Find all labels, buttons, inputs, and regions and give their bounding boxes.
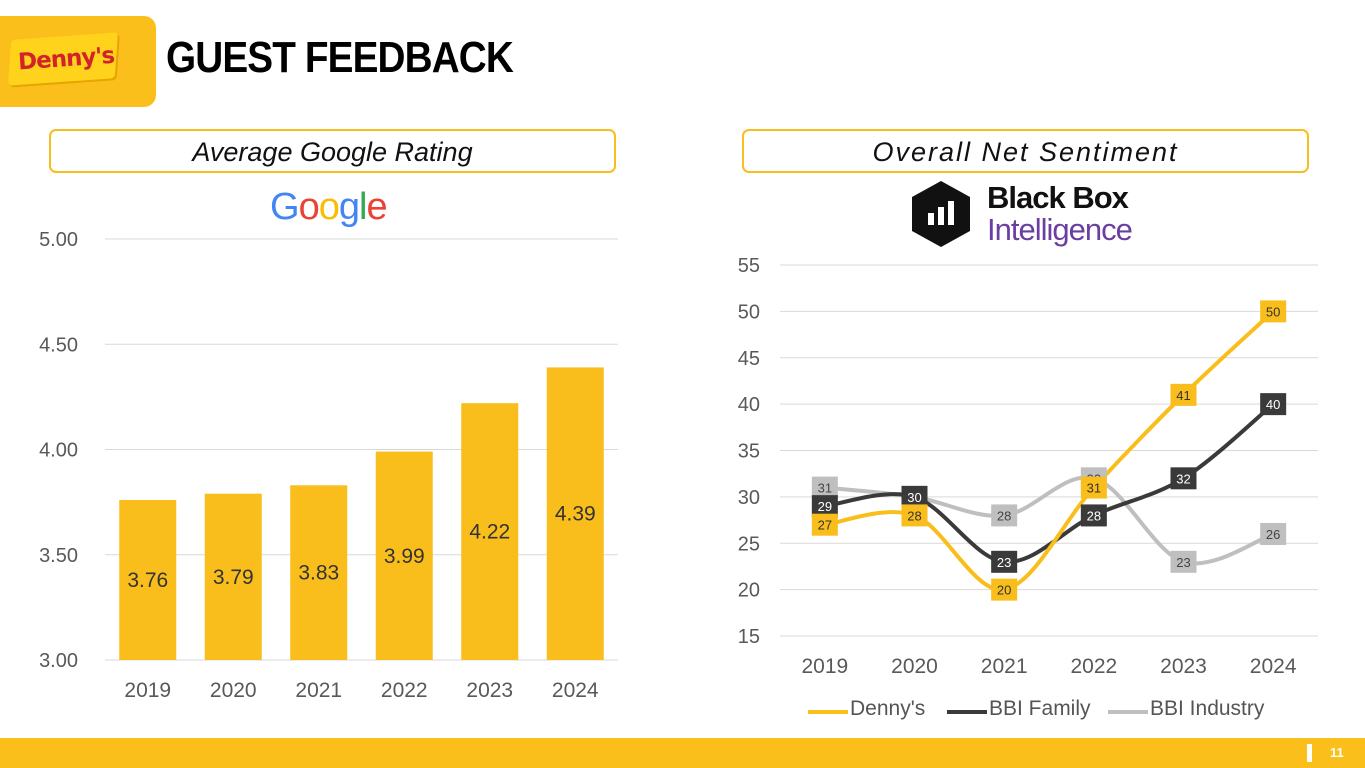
line-chart-data-label: 41: [1176, 388, 1190, 403]
line-chart-data-label: 31: [1087, 481, 1101, 496]
bar-chart-x-tick: 2020: [210, 679, 257, 702]
line-chart-data-label: 20: [997, 583, 1011, 598]
line-chart-y-tick: 20: [738, 580, 760, 602]
bar-chart-x-tick: 2022: [381, 679, 428, 702]
bar-chart-bar: [461, 403, 519, 660]
line-chart-data-label: 26: [1266, 527, 1280, 542]
line-chart-point-marker: [1260, 300, 1287, 323]
page-number: 11: [1330, 745, 1344, 760]
footer-bar: [0, 738, 1365, 768]
bar-chart-bar: [119, 500, 177, 660]
line-chart-point-marker: [1170, 383, 1197, 406]
line-chart-data-label: 28: [907, 508, 921, 523]
line-chart-data-label: 30: [907, 490, 921, 505]
bar-chart-y-tick: 4.00: [39, 440, 78, 462]
legend-swatch: [808, 710, 848, 714]
bar-chart-bar: [204, 493, 262, 660]
line-chart-y-tick: 30: [738, 487, 760, 509]
bar-chart-x-tick: 2024: [552, 679, 599, 702]
google-logo: Google: [270, 186, 388, 229]
bar-chart-bar: [375, 451, 433, 660]
line-chart-y-tick: 45: [738, 348, 760, 370]
legend-label: BBI Industry: [1150, 697, 1265, 720]
legend-swatch: [947, 710, 987, 714]
brand-logo-box: Denny's: [0, 16, 156, 107]
line-chart-point-marker: [991, 504, 1018, 527]
line-chart-data-label: 23: [997, 555, 1011, 570]
line-chart-point-marker: [901, 504, 928, 527]
line-chart-y-tick: 50: [738, 301, 760, 323]
bar-chart-data-label: 3.99: [384, 545, 425, 568]
google-rating-panel-title: Average Google Rating: [49, 129, 616, 173]
line-chart-data-label: 40: [1266, 397, 1280, 412]
line-chart-x-tick: 2020: [891, 655, 938, 678]
line-chart-point-marker: [811, 495, 838, 518]
google-logo-letter: o: [298, 186, 320, 228]
line-chart-point-marker: [811, 476, 838, 499]
google-rating-bar-chart: 3.00 3.50 4.00 4.50 5.00 3.76 2019 3.79 2020 3.83…: [39, 229, 618, 702]
line-chart-point-marker: [811, 513, 838, 536]
bar-chart-data-label: 3.76: [127, 569, 168, 592]
line-chart-data-label: 23: [1176, 555, 1190, 570]
legend-label: BBI Family: [989, 697, 1091, 720]
bbi-logo-icon: [912, 181, 970, 247]
line-chart-data-label: 28: [997, 508, 1011, 523]
line-chart-point-marker: [1080, 476, 1107, 499]
bar-chart-y-tick: 4.50: [39, 334, 78, 356]
line-chart-y-tick: 55: [738, 255, 760, 277]
bar-chart-data-label: 3.83: [298, 562, 339, 585]
line-chart-x-tick: 2019: [801, 655, 848, 678]
line-chart-x-tick: 2021: [981, 655, 1028, 678]
google-logo-letter: e: [366, 186, 387, 228]
bar-chart-x-tick: 2023: [466, 679, 513, 702]
net-sentiment-panel-title: Overall Net Sentiment: [742, 129, 1309, 173]
footer-separator: [1307, 744, 1312, 762]
bar-chart-bar: [290, 485, 348, 660]
bar-chart-data-label: 4.22: [469, 521, 510, 544]
line-chart-point-marker: [991, 578, 1018, 601]
line-chart-point-marker: [1260, 393, 1287, 416]
google-logo-letter: o: [318, 186, 340, 228]
google-logo-letter: G: [270, 186, 300, 228]
bar-chart-x-tick: 2019: [124, 679, 171, 702]
legend-swatch: [1108, 710, 1148, 714]
line-chart-data-label: 32: [1176, 471, 1190, 486]
google-logo-letter: l: [358, 186, 368, 228]
line-chart-x-tick: 2024: [1250, 655, 1297, 678]
line-chart-series-line: [824, 402, 1275, 564]
bar-chart-y-tick: 3.00: [39, 650, 78, 672]
bar-chart-y-tick: 5.00: [39, 229, 78, 251]
bar-chart-y-tick: 3.50: [39, 545, 78, 567]
line-chart-x-tick: 2023: [1160, 655, 1207, 678]
bbi-logo-line1: Black Box: [987, 180, 1129, 215]
legend-label: Denny's: [850, 697, 926, 720]
bar-chart-bar: [546, 367, 604, 660]
bar-chart-data-label: 3.79: [213, 566, 254, 589]
line-chart-y-tick: 35: [738, 441, 760, 463]
line-chart-point-marker: [1170, 550, 1197, 573]
line-chart-data-label: 31: [818, 481, 832, 496]
line-chart-point-marker: [1170, 467, 1197, 490]
line-chart-y-tick: 15: [738, 626, 760, 648]
line-chart-point-marker: [991, 550, 1018, 573]
bar-chart-data-label: 4.39: [555, 503, 596, 526]
bar-chart-x-tick: 2021: [295, 679, 342, 702]
bbi-logo-line2: Intelligence: [987, 212, 1133, 247]
line-chart-point-marker: [1260, 522, 1287, 545]
line-chart-y-tick: 40: [738, 394, 760, 416]
page-title: GUEST FEEDBACK: [166, 33, 514, 82]
google-logo-letter: g: [338, 186, 360, 228]
line-chart-x-tick: 2022: [1070, 655, 1117, 678]
line-chart-data-label: 28: [1087, 508, 1101, 523]
line-chart-point-marker: [1080, 504, 1107, 527]
line-chart-data-label: 27: [818, 518, 832, 533]
line-chart-data-label: 50: [1266, 304, 1280, 319]
line-chart-data-label: 29: [818, 499, 832, 514]
line-chart-y-tick: 25: [738, 533, 760, 555]
line-chart-point-marker: [901, 485, 928, 508]
